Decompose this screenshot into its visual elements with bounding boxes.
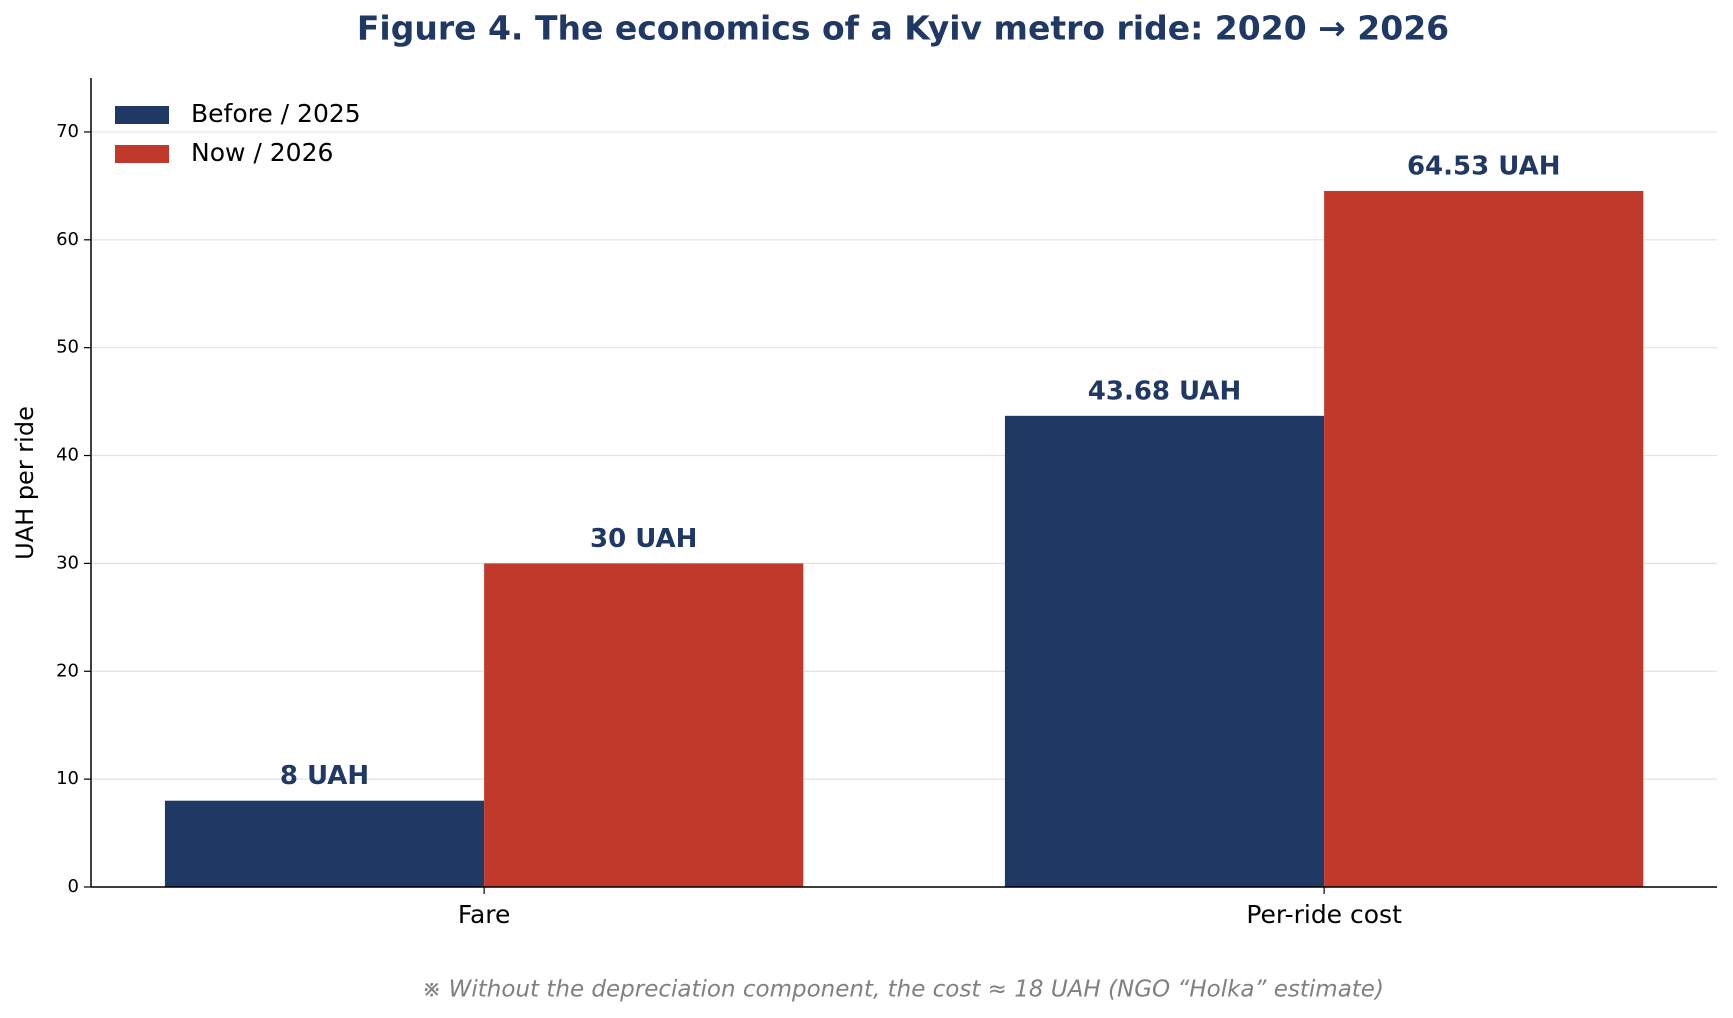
legend-label: Before / 2025 xyxy=(191,99,361,128)
y-tick-label: 50 xyxy=(56,337,79,358)
bar xyxy=(1004,415,1325,887)
y-axis-label: UAH per ride xyxy=(11,406,39,560)
legend-swatch xyxy=(115,145,169,163)
bar xyxy=(484,563,804,887)
y-tick-label: 60 xyxy=(56,229,79,250)
y-tick-label: 70 xyxy=(56,121,79,142)
y-tick-label: 10 xyxy=(56,768,79,789)
footnote: ※ Without the depreciation component, th… xyxy=(422,977,1384,1003)
y-tick-label: 0 xyxy=(68,876,79,897)
x-tick-label: Fare xyxy=(458,900,511,929)
y-tick-label: 30 xyxy=(56,552,79,573)
chart-title: Figure 4. The economics of a Kyiv metro … xyxy=(357,9,1449,48)
value-label: 43.68 UAH xyxy=(1088,376,1242,406)
bar xyxy=(1324,190,1644,887)
x-tick-label: Per-ride cost xyxy=(1246,900,1402,929)
value-label: 64.53 UAH xyxy=(1407,151,1561,181)
y-tick-label: 20 xyxy=(56,660,79,681)
y-tick-label: 40 xyxy=(56,445,79,466)
legend-label: Now / 2026 xyxy=(191,138,333,167)
value-label: 8 UAH xyxy=(280,761,369,791)
value-label: 30 UAH xyxy=(590,524,697,554)
bar xyxy=(164,800,485,887)
legend-swatch xyxy=(115,106,169,124)
